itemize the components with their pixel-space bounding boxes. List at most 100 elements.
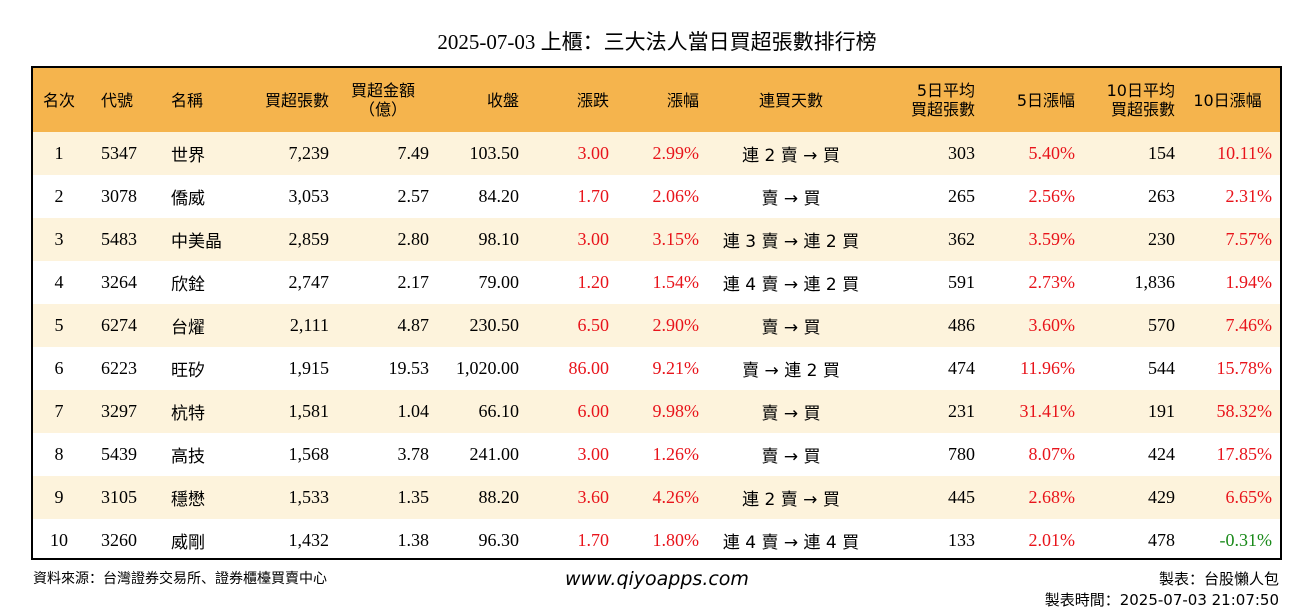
code-cell: 6223 [101,358,137,378]
pct5-cell: 5.40% [1028,143,1076,163]
pct-cell: 1.80% [652,530,700,550]
net-buy-cell: 1,533 [288,487,330,507]
rank-cell: 6 [54,358,64,378]
net-buy-cell: 1,568 [288,444,330,464]
amount-cell: 2.17 [397,272,430,292]
table-row: 7 3297 杭特 1,581 1.04 66.10 6.00 9.98% 賣 → 買 231 31… [33,390,1280,433]
streak-cell: 連 3 賣 → 連 2 買 [722,232,860,252]
table-row: 4 3264 欣銓 2,747 2.17 79.00 1.20 1.54% 連 4 賣 → 連 … [33,261,1280,304]
column-header: 漲幅 [666,90,699,110]
avg10-cell: 429 [1148,487,1175,507]
change-cell: 1.70 [577,530,610,550]
amount-cell: 19.53 [388,358,430,378]
column-header: 名稱 [171,90,204,110]
column-header: 10日平均 買超張數 [1106,81,1175,119]
pct-cell: 2.06% [652,186,700,206]
change-cell: 3.60 [577,487,610,507]
amount-cell: 1.35 [397,487,430,507]
table-row: 3 5483 中美晶 2,859 2.80 98.10 3.00 3.15% 連 3 賣 → 連… [33,218,1280,261]
name-cell: 杭特 [171,404,205,424]
streak-cell: 賣 → 連 2 買 [742,361,840,381]
avg10-cell: 424 [1148,444,1175,464]
amount-cell: 4.87 [397,315,430,335]
table-row: 5 6274 台燿 2,111 4.87 230.50 6.50 2.90% 賣 → 買 486 3… [33,304,1280,347]
code-cell: 5483 [101,229,137,249]
code-cell: 5439 [101,444,137,464]
amount-cell: 1.04 [397,401,430,421]
pct10-cell: -0.31% [1219,530,1273,550]
table-row: 10 3260 威剛 1,432 1.38 96.30 1.70 1.80% 連 4 賣 → 連… [33,519,1280,558]
pct-cell: 2.90% [652,315,700,335]
pct5-cell: 2.68% [1028,487,1076,507]
pct-cell: 3.15% [652,229,700,249]
amount-cell: 2.57 [397,186,430,206]
avg10-cell: 544 [1148,358,1175,378]
streak-cell: 連 4 賣 → 連 4 買 [722,533,860,553]
amount-cell: 3.78 [397,444,430,464]
name-cell: 威剛 [171,533,205,553]
avg10-cell: 570 [1148,315,1175,335]
avg5-cell: 265 [948,186,975,206]
ranking-table-frame: 名次 代號 名稱 買超張數 買超金額 （億） 收盤 漲跌 漲幅 連買天數 5日平均 買超張數 5日漲… [31,66,1282,560]
name-cell: 穩懋 [171,490,205,510]
column-header: 10日漲幅 [1193,90,1262,110]
code-cell: 5347 [101,143,137,163]
pct10-cell: 2.31% [1225,186,1273,206]
net-buy-cell: 7,239 [288,143,330,163]
column-header: 漲跌 [576,90,609,110]
table-row: 9 3105 穩懋 1,533 1.35 88.20 3.60 4.26% 連 2 賣 → 買 4… [33,476,1280,519]
streak-cell: 賣 → 買 [761,404,821,424]
rank-cell: 1 [54,143,64,163]
avg5-cell: 133 [948,530,975,550]
name-cell: 高技 [171,447,205,467]
avg5-cell: 591 [948,272,975,292]
column-header: 5日漲幅 [1016,90,1075,110]
name-cell: 僑威 [171,189,205,209]
ranking-table: 名次 代號 名稱 買超張數 買超金額 （億） 收盤 漲跌 漲幅 連買天數 5日平均 買超張數 5日漲… [33,68,1280,558]
avg10-cell: 1,836 [1134,272,1176,292]
rank-cell: 3 [54,229,64,249]
change-cell: 3.00 [577,444,610,464]
pct10-cell: 6.65% [1225,487,1273,507]
pct5-cell: 2.56% [1028,186,1076,206]
made-time-note: 製表時間：2025-07-03 21:07:50 [1044,591,1279,609]
column-header: 連買天數 [758,90,823,110]
pct-cell: 9.21% [652,358,700,378]
column-header: 名次 [42,90,75,110]
change-cell: 3.00 [577,229,610,249]
table-row: 6 6223 旺矽 1,915 19.53 1,020.00 86.00 9.21% 賣 → 連… [33,347,1280,390]
streak-cell: 連 2 賣 → 買 [742,146,840,166]
pct10-cell: 17.85% [1216,444,1273,464]
close-cell: 96.30 [478,530,520,550]
pct5-cell: 2.73% [1028,272,1076,292]
name-cell: 世界 [171,146,205,166]
pct-cell: 1.54% [652,272,700,292]
code-cell: 3264 [101,272,137,292]
code-cell: 6274 [101,315,137,335]
code-cell: 3297 [101,401,137,421]
change-cell: 6.00 [577,401,610,421]
pct5-cell: 8.07% [1028,444,1076,464]
close-cell: 98.10 [478,229,520,249]
rank-cell: 7 [54,401,64,421]
rank-cell: 8 [54,444,64,464]
avg10-cell: 230 [1148,229,1175,249]
column-header: 買超金額 （億） [350,81,415,119]
avg10-cell: 478 [1148,530,1175,550]
pct10-cell: 7.46% [1225,315,1273,335]
data-source-note: 資料來源：台灣證券交易所、證券櫃檯買賣中心 [33,571,327,587]
website-link[interactable]: www.qiyoapps.com [565,568,749,590]
close-cell: 103.50 [469,143,520,163]
avg5-cell: 486 [948,315,975,335]
avg5-cell: 780 [948,444,975,464]
code-cell: 3260 [101,530,137,550]
amount-cell: 1.38 [397,530,430,550]
close-cell: 66.10 [478,401,520,421]
maker-note: 製表：台股懶人包 [1158,570,1279,588]
pct5-cell: 2.01% [1028,530,1076,550]
table-row: 1 5347 世界 7,239 7.49 103.50 3.00 2.99% 連 2 賣 → 買… [33,132,1280,175]
pct5-cell: 11.96% [1020,358,1075,378]
avg5-cell: 474 [948,358,975,378]
pct10-cell: 15.78% [1216,358,1273,378]
page-title: 2025-07-03 上櫃：三大法人當日買超張數排行榜 [437,30,877,54]
